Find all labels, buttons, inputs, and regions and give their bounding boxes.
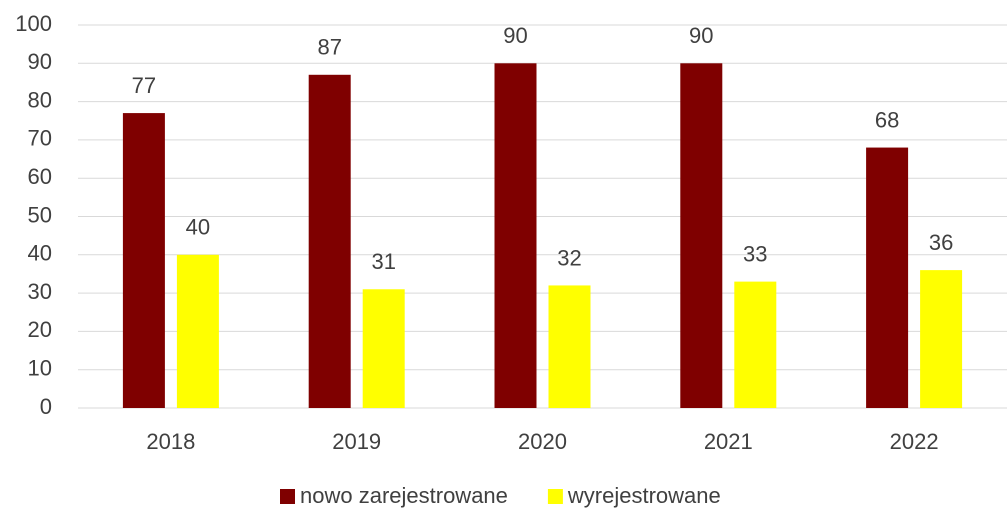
data-label: 40 <box>186 215 210 240</box>
y-tick-label: 20 <box>28 317 52 342</box>
y-tick-label: 0 <box>40 394 52 419</box>
x-tick-label: 2021 <box>704 429 753 454</box>
data-label: 90 <box>689 23 713 48</box>
bar <box>920 270 963 408</box>
data-label: 90 <box>503 23 527 48</box>
y-tick-label: 90 <box>28 49 52 74</box>
x-tick-label: 2022 <box>890 429 939 454</box>
data-label: 32 <box>557 245 581 270</box>
y-tick-label: 60 <box>28 164 52 189</box>
legend-label: nowo zarejestrowane <box>300 483 508 508</box>
x-tick-label: 2018 <box>146 429 195 454</box>
bar <box>362 289 405 408</box>
data-label: 36 <box>929 230 953 255</box>
data-label: 68 <box>875 107 899 132</box>
y-tick-label: 50 <box>28 202 52 227</box>
bar <box>680 63 723 409</box>
x-tick-label: 2019 <box>332 429 381 454</box>
legend-swatch <box>547 489 563 504</box>
y-tick-label: 100 <box>15 11 52 36</box>
bar <box>308 74 351 408</box>
data-label: 33 <box>743 241 767 266</box>
bar <box>122 113 165 408</box>
data-label: 31 <box>371 249 395 274</box>
bar <box>494 63 537 409</box>
bar <box>548 285 591 408</box>
bar <box>866 147 909 408</box>
bar <box>176 254 219 408</box>
y-tick-label: 80 <box>28 87 52 112</box>
data-label: 87 <box>317 35 341 60</box>
y-tick-label: 30 <box>28 279 52 304</box>
y-tick-label: 40 <box>28 241 52 266</box>
legend-label: wyrejestrowane <box>567 483 721 508</box>
legend-swatch <box>280 489 295 504</box>
x-tick-label: 2020 <box>518 429 567 454</box>
y-tick-label: 70 <box>28 126 52 151</box>
y-tick-label: 10 <box>28 356 52 381</box>
data-label: 77 <box>132 73 156 98</box>
bar <box>734 281 777 408</box>
